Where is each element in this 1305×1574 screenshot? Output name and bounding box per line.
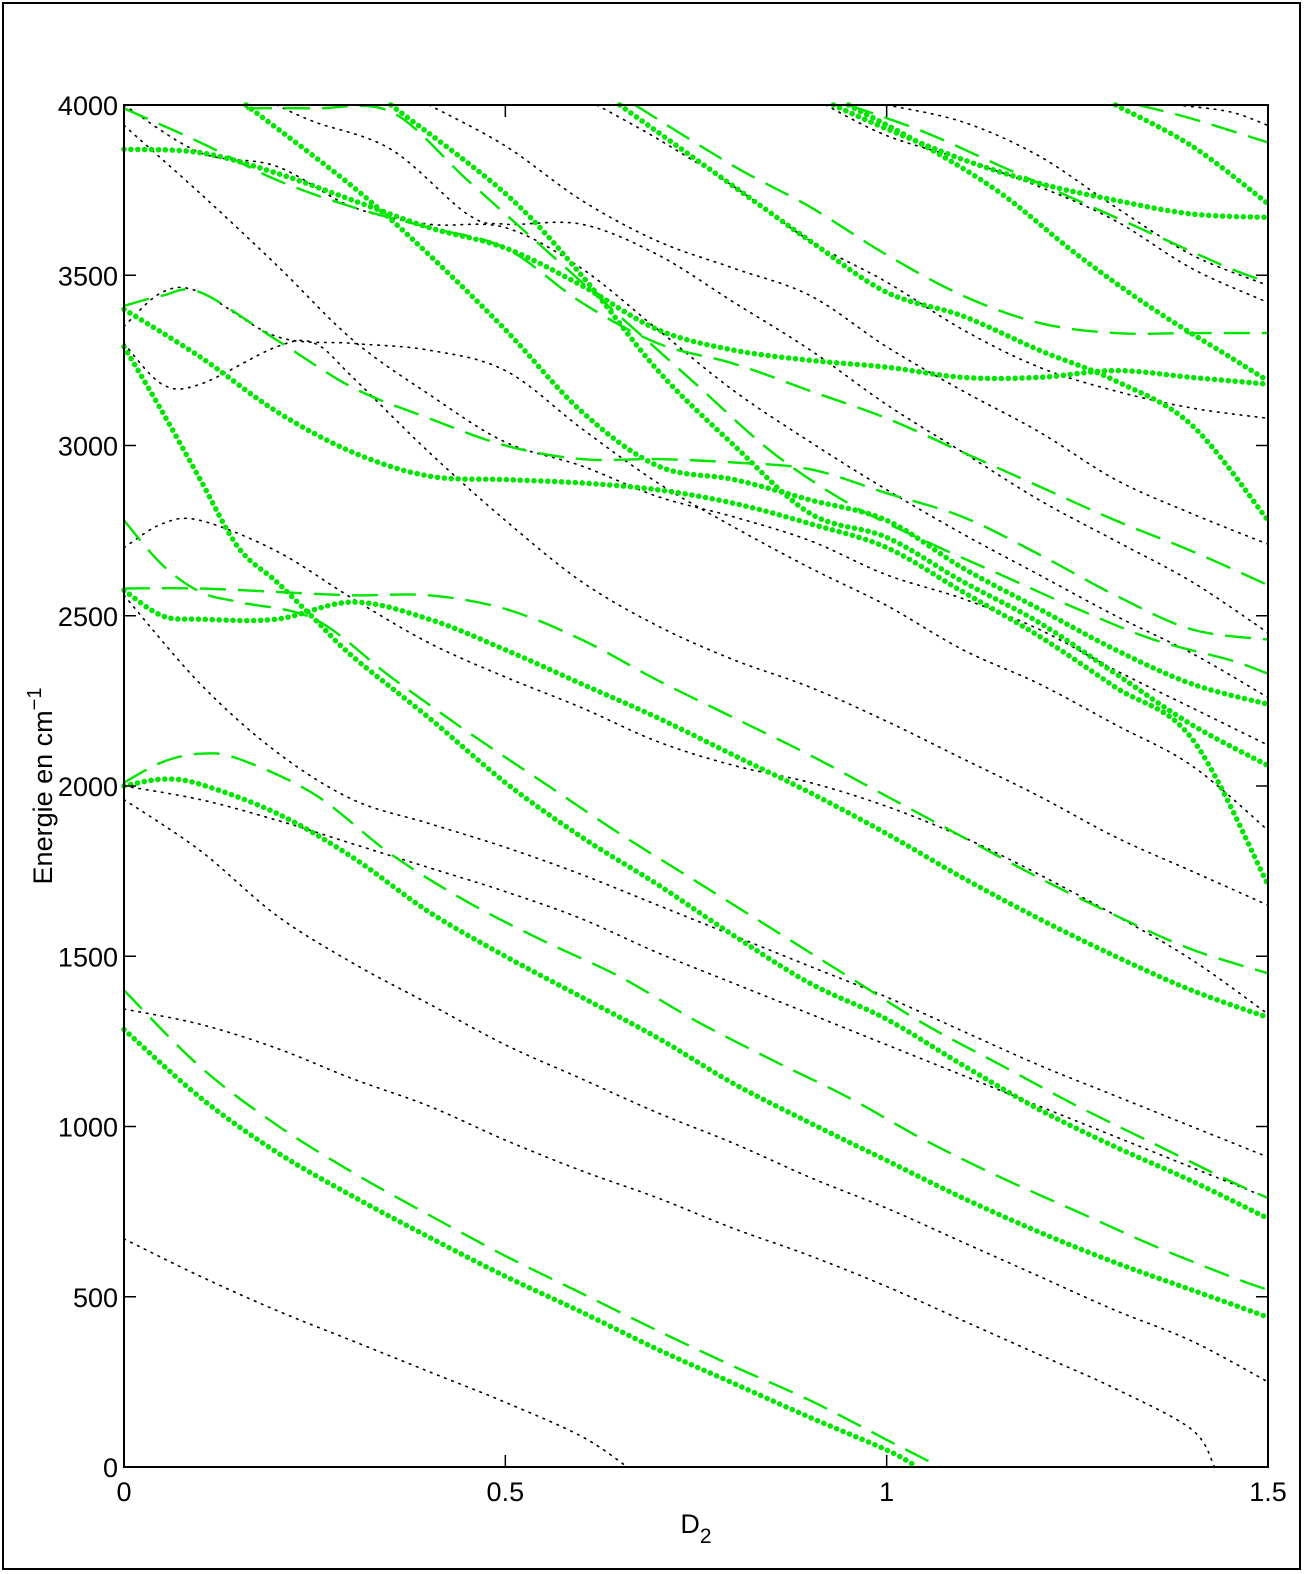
series-20-green-dashed bbox=[848, 103, 1269, 284]
series-29-black-dotted bbox=[123, 286, 1269, 832]
x-tick-label: 0.5 bbox=[487, 1477, 525, 1507]
series-32-black-dotted bbox=[275, 104, 1269, 634]
y-tick-label: 1000 bbox=[58, 1113, 118, 1143]
series-24-black-dotted bbox=[123, 798, 1269, 1383]
series-17-green-dashed bbox=[123, 107, 1269, 587]
series-10-green-dots bbox=[243, 102, 1271, 708]
series-19-green-dashed bbox=[634, 103, 1268, 336]
series-12-green-dots bbox=[616, 102, 1271, 524]
y-axis-label: Energie en cm−1 bbox=[24, 688, 58, 885]
series-21-green-dashed bbox=[1137, 103, 1269, 144]
series-6-green-dots bbox=[121, 587, 1271, 1021]
y-tick-label: 3500 bbox=[58, 261, 118, 291]
series-1-green-dashed bbox=[123, 989, 941, 1469]
series-25-black-dotted bbox=[123, 785, 1269, 1199]
y-tick-label: 500 bbox=[73, 1283, 118, 1313]
series-7-green-dashed bbox=[123, 587, 1269, 975]
series-22-black-dotted bbox=[123, 1238, 629, 1468]
series-33-black-dotted bbox=[428, 104, 1269, 545]
x-tick-label: 0 bbox=[116, 1477, 131, 1507]
series-23-black-dotted bbox=[123, 1008, 1216, 1468]
y-tick-label: 1500 bbox=[58, 942, 118, 972]
y-tick-label: 2000 bbox=[58, 772, 118, 802]
series-13-green-dots bbox=[830, 102, 1271, 221]
series-layer bbox=[121, 102, 1271, 1470]
y-tick-label: 0 bbox=[103, 1453, 118, 1483]
series-15-green-dots bbox=[1112, 102, 1271, 207]
series-14-green-dots bbox=[845, 102, 1271, 384]
series-2-green-dots bbox=[121, 776, 1271, 1320]
series-27-black-dotted bbox=[123, 517, 1269, 1015]
plot-area bbox=[123, 104, 1269, 1468]
series-9-green-dots bbox=[121, 146, 1271, 387]
series-28-black-dotted bbox=[123, 339, 1269, 906]
x-tick-label: 1 bbox=[879, 1477, 894, 1507]
y-tick-label: 2500 bbox=[58, 602, 118, 632]
x-axis-label: D2 bbox=[680, 1509, 711, 1548]
y-tick-label: 4000 bbox=[58, 91, 118, 121]
series-5-green-dashed bbox=[123, 519, 1269, 1200]
ticks-layer: 0 0.5 1 1.5 0 500 1000 1500 2000 2500 3000 3500 4000 bbox=[58, 91, 1287, 1507]
series-11-green-dots bbox=[388, 102, 1271, 769]
series-16-green-dashed bbox=[123, 288, 1269, 641]
series-18-green-dashed bbox=[245, 104, 1269, 675]
series-35-black-dotted bbox=[824, 104, 1269, 304]
series-0-green-dots bbox=[121, 1026, 920, 1470]
series-26-black-dotted bbox=[123, 594, 1269, 1158]
series-4-green-dots bbox=[121, 344, 1271, 1222]
series-8-green-dots bbox=[121, 306, 1271, 888]
series-36-black-dotted bbox=[885, 104, 1269, 287]
series-3-green-dashed bbox=[123, 752, 1269, 1292]
series-30-black-dotted bbox=[123, 124, 1269, 746]
x-tick-label: 1.5 bbox=[1249, 1477, 1287, 1507]
series-37-black-dotted bbox=[1175, 104, 1269, 127]
series-31-black-dotted bbox=[123, 104, 1269, 699]
y-tick-label: 3000 bbox=[58, 432, 118, 462]
